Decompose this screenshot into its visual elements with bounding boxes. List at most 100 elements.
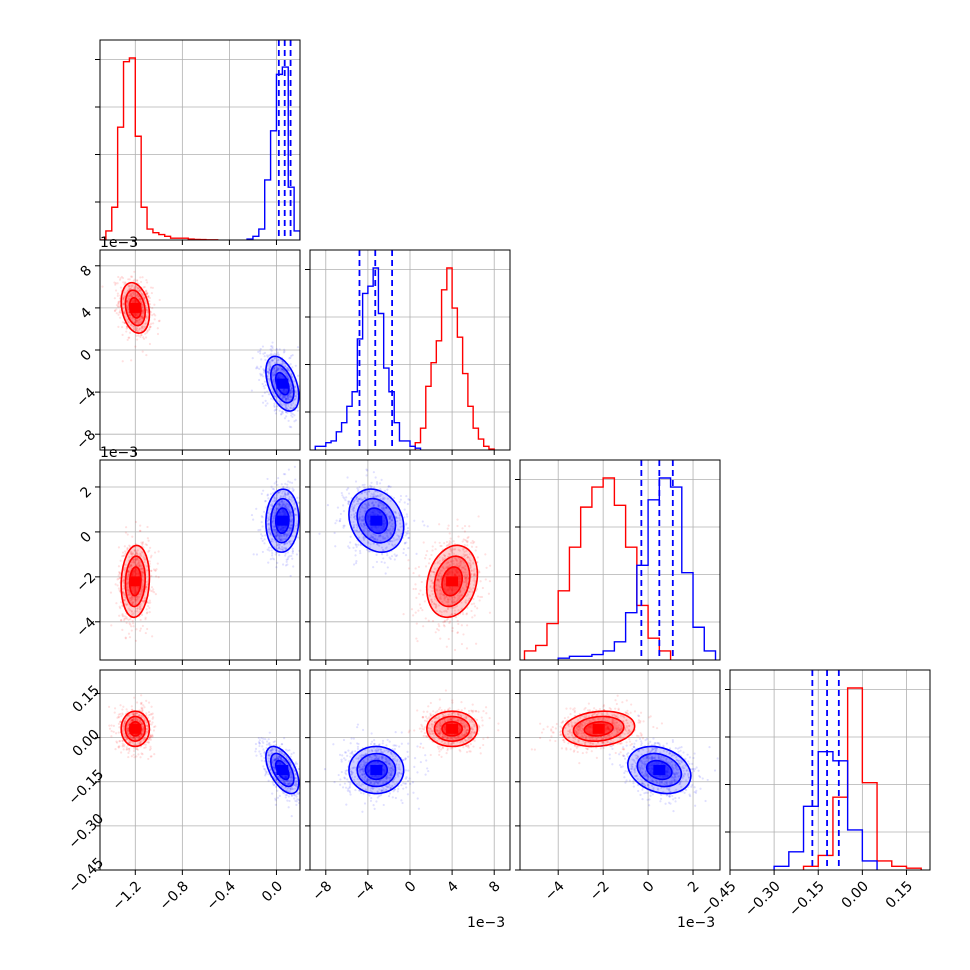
scatter-panel-2-1 bbox=[305, 459, 511, 665]
scatter-point bbox=[274, 500, 277, 503]
scatter-point bbox=[437, 578, 440, 581]
scatter-point bbox=[126, 575, 129, 578]
scatter-point bbox=[146, 537, 150, 540]
scatter-point bbox=[126, 300, 129, 303]
scatter-point bbox=[141, 585, 144, 588]
scatter-point bbox=[368, 490, 371, 493]
scatter-point bbox=[137, 753, 140, 756]
scatter-point bbox=[287, 556, 290, 559]
scatter-point bbox=[261, 375, 265, 378]
scatter-point bbox=[281, 501, 284, 504]
scatter-point bbox=[472, 569, 475, 572]
scatter-point bbox=[122, 554, 125, 558]
scatter-point bbox=[135, 326, 138, 329]
scatter-point bbox=[446, 527, 449, 530]
scatter-point bbox=[146, 309, 149, 312]
scatter-point bbox=[271, 345, 274, 348]
scatter-point bbox=[130, 552, 133, 555]
scatter-point bbox=[367, 550, 370, 553]
scatter-point bbox=[141, 316, 144, 319]
scatter-point bbox=[284, 404, 288, 407]
scatter-point bbox=[303, 523, 305, 525]
scatter-point bbox=[286, 558, 289, 561]
scatter-point bbox=[289, 383, 292, 386]
scatter-point bbox=[469, 566, 472, 569]
scatter-point bbox=[121, 298, 124, 301]
scatter-point bbox=[288, 379, 291, 383]
scatter-point bbox=[431, 587, 434, 590]
scatter-point bbox=[139, 629, 142, 632]
scatter-point bbox=[431, 582, 434, 585]
scatter-point bbox=[489, 564, 492, 567]
scatter-point bbox=[278, 536, 281, 539]
scatter-point bbox=[128, 597, 131, 600]
scatter-point bbox=[267, 354, 271, 357]
scatter-point bbox=[290, 404, 293, 407]
scatter-point bbox=[275, 507, 278, 510]
scatter-point bbox=[276, 507, 279, 511]
scatter-point bbox=[133, 596, 136, 599]
scatter-point bbox=[286, 376, 289, 379]
scatter-point bbox=[136, 610, 139, 613]
scatter-point bbox=[283, 542, 286, 545]
scatter-point bbox=[280, 402, 283, 405]
panel-background bbox=[520, 460, 720, 660]
scatter-point bbox=[470, 541, 473, 544]
scatter-point bbox=[283, 348, 286, 351]
scatter-point bbox=[273, 378, 276, 381]
scatter-point bbox=[140, 554, 143, 558]
scatter-point bbox=[286, 493, 290, 496]
scatter-point bbox=[455, 600, 459, 603]
scatter-point bbox=[302, 389, 304, 391]
scatter-point bbox=[390, 519, 393, 522]
scatter-point bbox=[145, 317, 149, 320]
scatter-point bbox=[140, 588, 143, 591]
panel-background bbox=[100, 460, 300, 660]
scatter-point bbox=[353, 499, 356, 502]
scatter-point bbox=[449, 537, 452, 540]
scatter-point bbox=[326, 503, 330, 507]
scatter-point bbox=[278, 367, 281, 370]
scatter-point bbox=[116, 584, 119, 587]
scatter-point bbox=[126, 289, 130, 292]
scatter-point bbox=[141, 588, 144, 591]
scatter-point bbox=[276, 366, 279, 370]
scatter-point bbox=[285, 542, 288, 545]
scatter-point bbox=[354, 529, 357, 532]
scatter-point bbox=[156, 562, 159, 565]
scatter-point bbox=[134, 599, 138, 602]
scatter-point bbox=[268, 371, 271, 375]
panel-background bbox=[100, 40, 300, 240]
scatter-point bbox=[277, 491, 281, 494]
scatter-point bbox=[290, 426, 293, 429]
scatter-point bbox=[451, 548, 455, 551]
scatter-point bbox=[117, 313, 120, 316]
scatter-point bbox=[127, 755, 130, 759]
scatter-point bbox=[135, 599, 138, 602]
scatter-point bbox=[137, 295, 141, 298]
scatter-point bbox=[117, 587, 120, 590]
scatter-point bbox=[124, 282, 127, 285]
scatter-point bbox=[274, 395, 277, 398]
scatter-point bbox=[464, 538, 467, 542]
scatter-point bbox=[430, 570, 433, 573]
scatter-point bbox=[275, 360, 279, 363]
scatter-point bbox=[294, 404, 297, 407]
scatter-point bbox=[144, 631, 147, 635]
scatter-point bbox=[264, 534, 267, 537]
scatter-point bbox=[126, 300, 129, 304]
scatter-point bbox=[274, 553, 277, 556]
scatter-point bbox=[127, 307, 130, 310]
scatter-point bbox=[137, 595, 140, 598]
scatter-point bbox=[136, 549, 139, 552]
scatter-point bbox=[453, 556, 457, 559]
scatter-point bbox=[144, 336, 148, 339]
scatter-point bbox=[333, 531, 336, 535]
scatter-point bbox=[130, 553, 133, 556]
scatter-point bbox=[449, 560, 453, 563]
scatter-point bbox=[421, 593, 425, 596]
scatter-point bbox=[131, 552, 134, 555]
scatter-point bbox=[290, 385, 293, 388]
scatter-point bbox=[136, 319, 139, 322]
scatter-point bbox=[271, 371, 274, 375]
